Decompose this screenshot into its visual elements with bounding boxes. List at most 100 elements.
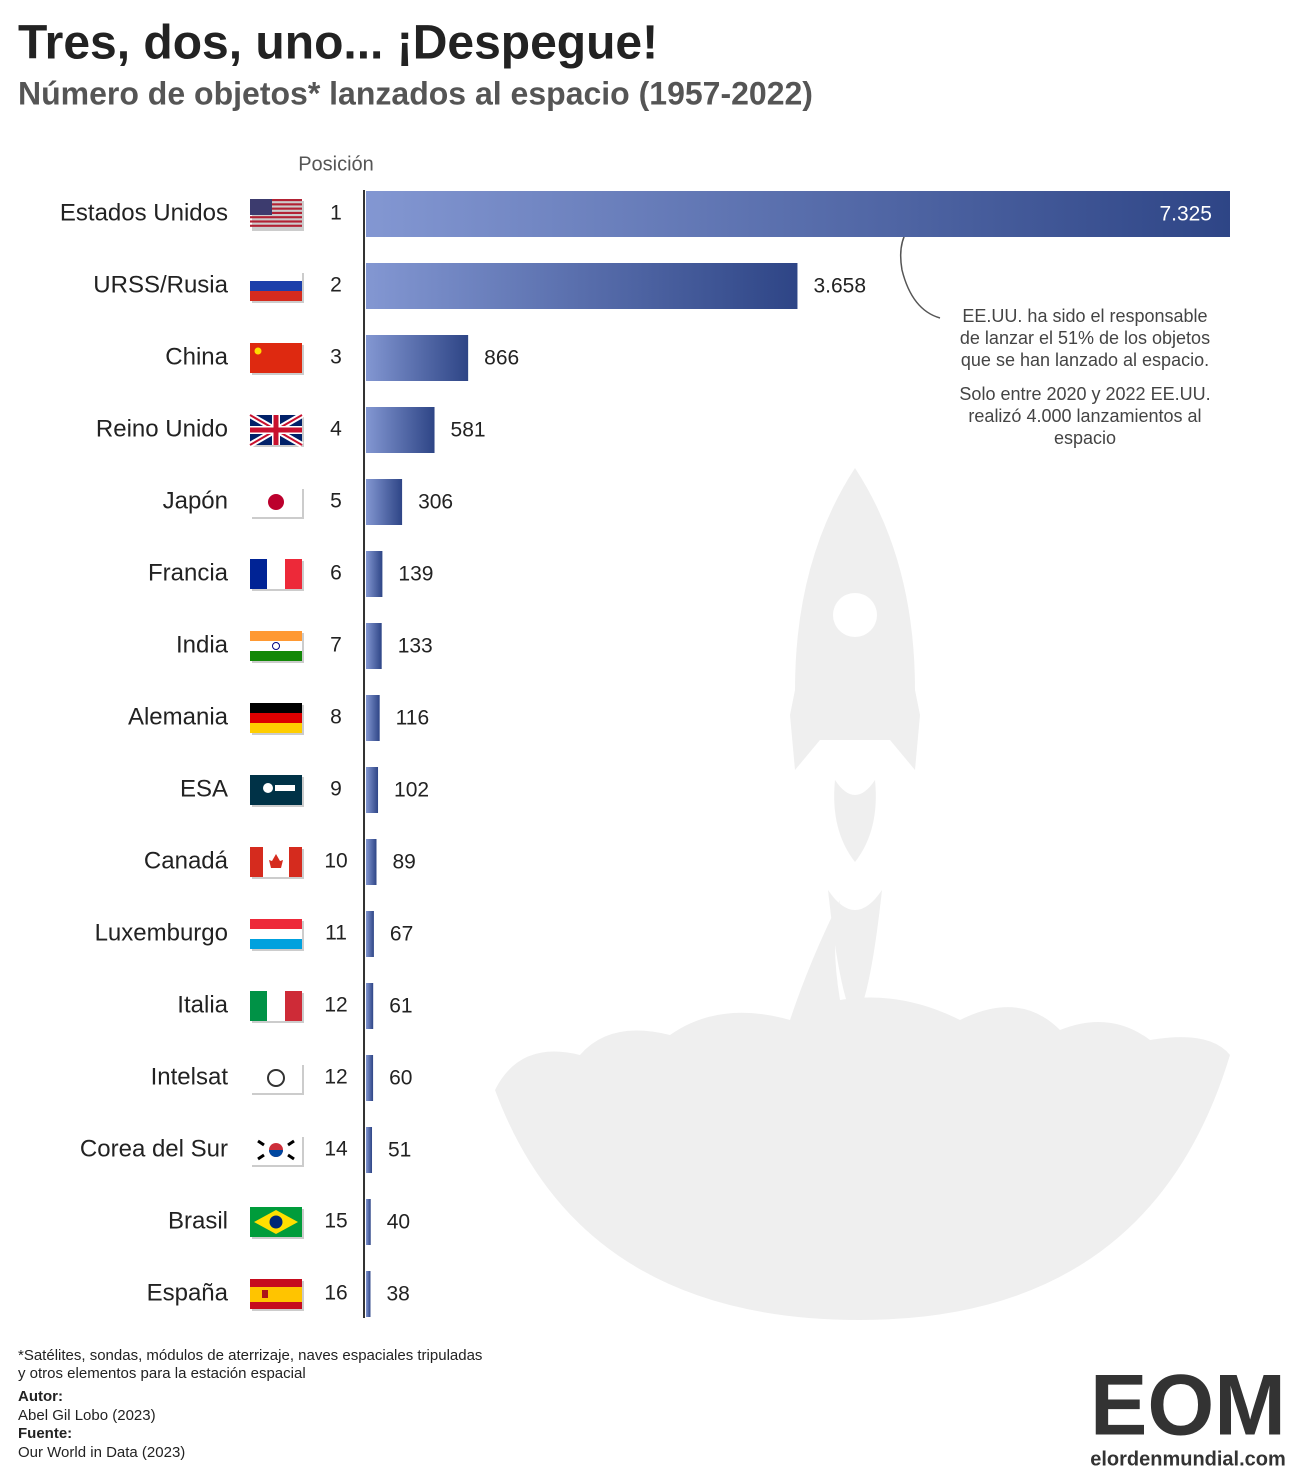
annotation: realizó 4.000 lanzamientos al [968, 406, 1201, 426]
value-label: 40 [387, 1211, 410, 1234]
category-label: India [176, 631, 229, 658]
value-label: 581 [451, 419, 486, 442]
rank-label: 3 [330, 346, 342, 369]
flag-part [250, 271, 302, 281]
category-label: Brasil [168, 1207, 228, 1234]
flag-part [250, 641, 302, 651]
flag-part [267, 991, 285, 1021]
category-label: Canadá [144, 847, 229, 874]
rocket-illustration [495, 468, 1230, 1320]
annotation: Solo entre 2020 y 2022 EE.UU. [959, 384, 1210, 404]
bar [366, 1127, 373, 1173]
flag-part [262, 1290, 268, 1298]
category-label: ESA [180, 775, 228, 802]
category-label: Alemania [128, 703, 229, 730]
flag-part [285, 991, 302, 1021]
value-label: 116 [396, 707, 429, 730]
value-label: 51 [388, 1139, 411, 1162]
value-label: 60 [389, 1067, 412, 1090]
category-label: Japón [163, 487, 228, 514]
subtitle: Número de objetos* lanzados al espacio (… [18, 75, 813, 111]
flag-part [250, 415, 302, 445]
bar [366, 407, 435, 453]
annotation: de lanzar el 51% de los objetos [960, 328, 1210, 348]
rank-label: 4 [330, 418, 342, 441]
flag-part [250, 847, 263, 877]
category-label: China [165, 343, 228, 370]
flag-part [250, 919, 302, 929]
value-label: 133 [398, 635, 433, 658]
flag-part [250, 1063, 302, 1093]
flag-part [250, 991, 267, 1021]
flag [250, 343, 304, 375]
flag-part [250, 1287, 302, 1302]
flag-part [250, 203, 302, 206]
value-label: 139 [398, 563, 433, 586]
title: Tres, dos, uno... ¡Despegue! [18, 17, 658, 70]
flag-part [250, 216, 302, 219]
rank-label: 15 [324, 1210, 347, 1233]
flag [248, 412, 304, 448]
flag-part [250, 1302, 302, 1309]
flag-part [275, 785, 295, 791]
flag-part [269, 854, 283, 868]
flag [250, 1063, 304, 1095]
flag-part [250, 723, 302, 733]
value-label: 7.325 [1159, 203, 1212, 226]
flag [250, 1207, 304, 1239]
bar [366, 1199, 371, 1245]
flag [250, 271, 304, 303]
rank-label: 1 [330, 202, 342, 225]
flag-part [250, 1279, 302, 1287]
flag-part [267, 1069, 285, 1087]
flag [250, 703, 304, 735]
flag-part [263, 783, 273, 793]
annotation: que se han lanzado al espacio. [961, 350, 1209, 370]
category-label: Luxemburgo [95, 919, 228, 946]
rank-label: 10 [324, 850, 347, 873]
value-label: 67 [390, 923, 413, 946]
flag-part [250, 220, 302, 223]
flag-part [257, 1139, 295, 1161]
flag-part [250, 651, 302, 661]
flag [250, 1279, 304, 1311]
rank-label: 2 [330, 274, 342, 297]
source: Our World in Data (2023) [18, 1444, 185, 1461]
source-label: Fuente: [18, 1425, 72, 1442]
value-label: 38 [386, 1283, 409, 1306]
bar [366, 1271, 371, 1317]
flag-part [250, 559, 267, 589]
flag-part [250, 207, 302, 210]
author: Abel Gil Lobo (2023) [18, 1407, 156, 1424]
rank-label: 16 [324, 1282, 347, 1305]
annotation: espacio [1054, 428, 1116, 448]
annotation: EE.UU. ha sido el responsable [962, 306, 1207, 326]
logo-mark: EOM [1090, 1358, 1286, 1454]
footer: *Satélites, sondas, módulos de aterrizaj… [18, 1347, 482, 1461]
bar [366, 191, 1230, 237]
flag-part [250, 199, 302, 202]
flag [250, 991, 304, 1023]
bar [366, 551, 383, 597]
flag-part [250, 713, 302, 723]
flag [250, 1135, 304, 1167]
rank-label: 5 [330, 490, 342, 513]
flag-part [267, 559, 285, 589]
flag-part [250, 939, 302, 949]
author-label: Autor: [18, 1388, 63, 1405]
value-label: 89 [392, 851, 415, 874]
bar [366, 983, 374, 1029]
flag-part [269, 1215, 283, 1229]
flag-part [250, 929, 302, 939]
flag [250, 559, 304, 591]
flag [250, 199, 304, 231]
bar [366, 695, 380, 741]
flag-part [289, 847, 302, 877]
flag-part [250, 211, 302, 214]
value-label: 3.658 [813, 275, 866, 298]
rank-label: 6 [330, 562, 342, 585]
flag-part [250, 291, 302, 301]
category-label: Italia [177, 991, 228, 1018]
flag-part [285, 559, 302, 589]
